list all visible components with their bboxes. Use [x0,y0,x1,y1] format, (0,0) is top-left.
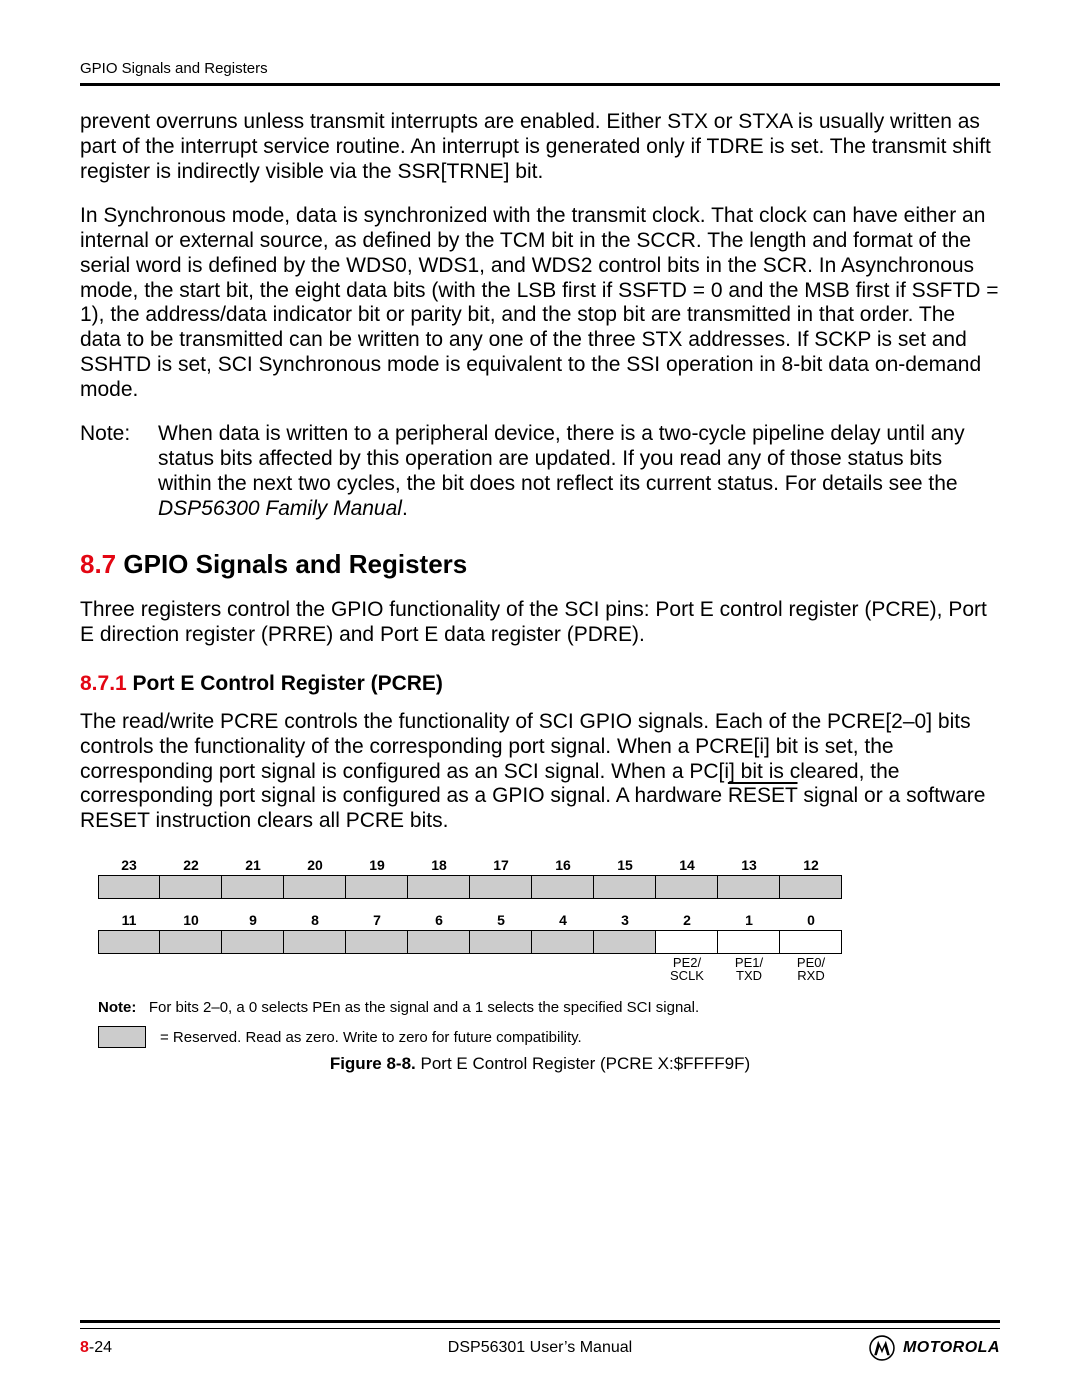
footer-manual-title: DSP56301 User’s Manual [80,1339,1000,1357]
bit-cell-reserved [98,875,160,899]
register-note: Note: For bits 2–0, a 0 selects PEn as t… [98,999,1000,1016]
bit-number: 3 [594,909,656,930]
bit-label: PE1/TXD [718,954,780,983]
register-cells-high [98,875,842,899]
bit-cell-reserved [284,875,346,899]
bit-number: 14 [656,854,718,875]
figure-caption-strong: Figure 8-8. [330,1054,416,1073]
bit-label [222,954,284,983]
bit-cell-defined [718,930,780,954]
subsection-heading-8-7-1: 8.7.1 Port E Control Register (PCRE) [80,672,1000,696]
bit-label [160,954,222,983]
register-note-text: For bits 2–0, a 0 selects PEn as the sig… [149,999,699,1016]
bit-number: 12 [780,854,842,875]
bit-label [284,954,346,983]
bit-cell-reserved [780,875,842,899]
bit-label [532,954,594,983]
section-title: GPIO Signals and Registers [116,549,467,579]
bit-label [594,954,656,983]
bit-cell-reserved [284,930,346,954]
bit-label: PE2/SCLK [656,954,718,983]
bit-number: 21 [222,854,284,875]
figure-caption: Figure 8-8. Port E Control Register (PCR… [80,1054,1000,1074]
page-footer: 8-24 DSP56301 User’s Manual MOTOROLA [80,1335,1000,1361]
register-cell-labels-low: PE2/SCLKPE1/TXDPE0/RXD [98,954,842,983]
bit-number: 13 [718,854,780,875]
bit-cell-reserved [222,930,284,954]
paragraph-1: prevent overruns unless transmit interru… [80,110,1000,184]
bit-number: 2 [656,909,718,930]
bit-number: 18 [408,854,470,875]
section-heading-8-7: 8.7 GPIO Signals and Registers [80,549,1000,580]
register-bit-numbers-low: 11109876543210 [98,909,842,930]
note-1-body-post: . [402,497,408,520]
bit-cell-reserved [470,875,532,899]
bit-cell-reserved [532,930,594,954]
bit-cell-reserved [160,875,222,899]
note-1-body: When data is written to a peripheral dev… [158,422,1000,521]
bit-cell-reserved [346,930,408,954]
bit-number: 15 [594,854,656,875]
register-legend: = Reserved. Read as zero. Write to zero … [98,1026,1000,1048]
bit-cell-reserved [532,875,594,899]
bit-number: 0 [780,909,842,930]
footer-rule-thin [80,1328,1000,1329]
bit-number: 11 [98,909,160,930]
bit-number: 16 [532,854,594,875]
bit-number: 8 [284,909,346,930]
bit-cell-reserved [408,930,470,954]
reserved-legend-text: = Reserved. Read as zero. Write to zero … [160,1029,582,1046]
bit-number: 23 [98,854,160,875]
note-1-label: Note: [80,422,158,521]
note-1-body-italic: DSP56300 Family Manual [158,497,402,520]
bit-number: 9 [222,909,284,930]
bit-cell-reserved [160,930,222,954]
bit-label: PE0/RXD [780,954,842,983]
bit-cell-defined [656,930,718,954]
bit-number: 1 [718,909,780,930]
bit-cell-reserved [346,875,408,899]
note-1-body-pre: When data is written to a peripheral dev… [158,422,965,495]
register-cells-low [98,930,842,954]
bit-cell-reserved [470,930,532,954]
bit-label [408,954,470,983]
bit-cell-reserved [408,875,470,899]
bit-cell-reserved [718,875,780,899]
bit-number: 5 [470,909,532,930]
bit-number: 19 [346,854,408,875]
header-rule [80,83,1000,86]
subsection-number: 8.7.1 [80,672,127,695]
paragraph-2: In Synchronous mode, data is synchronize… [80,204,1000,402]
reset-overline: RESET [728,784,798,807]
bit-cell-reserved [98,930,160,954]
running-header: GPIO Signals and Registers [80,60,1000,77]
bit-label [346,954,408,983]
bit-number: 17 [470,854,532,875]
bit-label [470,954,532,983]
register-bit-numbers-high: 232221201918171615141312 [98,854,842,875]
paragraph-4: The read/write PCRE controls the functio… [80,710,1000,834]
bit-number: 6 [408,909,470,930]
subsection-title: Port E Control Register (PCRE) [127,672,443,695]
bit-cell-reserved [656,875,718,899]
bit-number: 7 [346,909,408,930]
bit-cell-defined [780,930,842,954]
bit-label [98,954,160,983]
reserved-legend-box [98,1026,146,1048]
bit-cell-reserved [594,875,656,899]
bit-number: 22 [160,854,222,875]
paragraph-3: Three registers control the GPIO functio… [80,598,1000,648]
bit-cell-reserved [594,930,656,954]
bit-cell-reserved [222,875,284,899]
section-number: 8.7 [80,549,116,579]
bit-number: 4 [532,909,594,930]
bit-number: 20 [284,854,346,875]
register-diagram: 232221201918171615141312 11109876543210 … [80,854,1000,1074]
figure-caption-rest: Port E Control Register (PCRE X:$FFFF9F) [416,1054,750,1073]
footer-rule-thick [80,1320,1000,1323]
note-1: Note: When data is written to a peripher… [80,422,1000,521]
register-note-label: Note: [98,999,136,1016]
bit-number: 10 [160,909,222,930]
